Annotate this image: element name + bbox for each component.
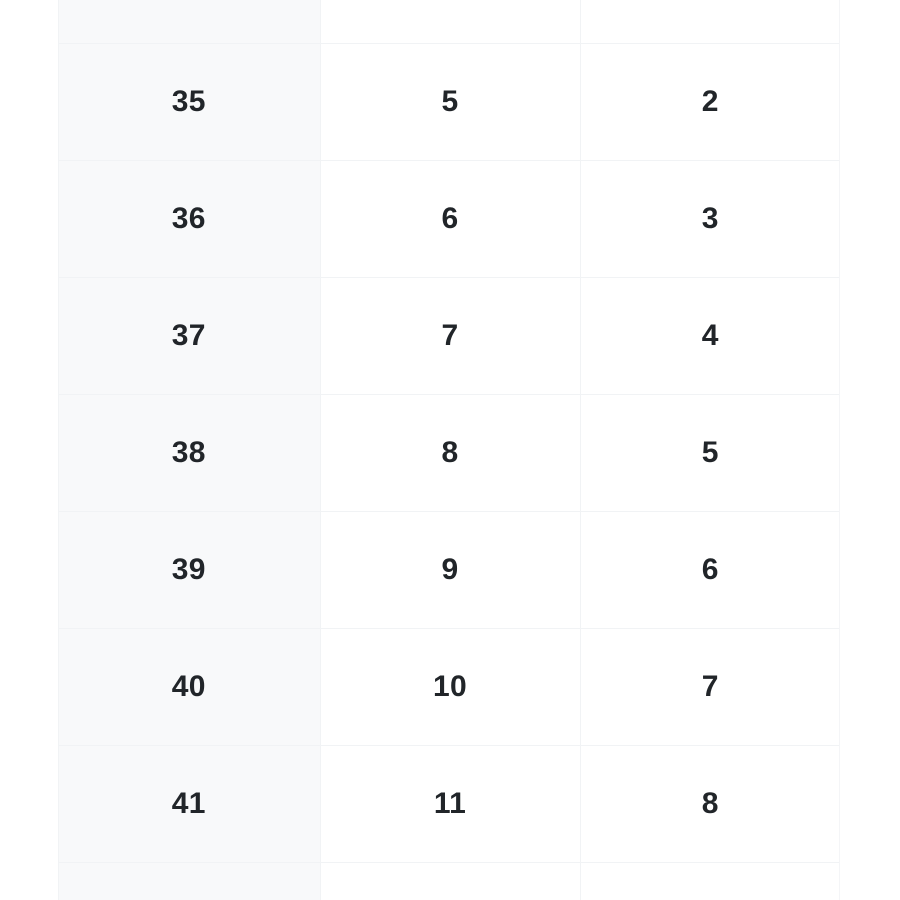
row-value-b-cell: 8 (580, 745, 840, 863)
row-index-cell (58, 862, 321, 900)
table-row[interactable]: 35 5 2 (58, 43, 840, 161)
table-row-partial-top[interactable] (58, 0, 840, 44)
row-value-a-cell: 8 (320, 394, 581, 512)
row-index-cell: 35 (58, 43, 321, 161)
data-table-body: 35 5 2 36 6 3 37 7 4 38 8 5 (58, 0, 840, 900)
row-index-cell: 40 (58, 628, 321, 746)
left-gutter (0, 0, 58, 900)
table-row-partial-bottom[interactable] (58, 862, 840, 900)
row-value-a-cell (320, 0, 581, 44)
table-right-border (839, 0, 840, 900)
row-index-cell: 39 (58, 511, 321, 629)
row-index-cell: 41 (58, 745, 321, 863)
table-row[interactable]: 38 8 5 (58, 394, 840, 512)
table-row[interactable]: 40 10 7 (58, 628, 840, 746)
table-left-border (58, 0, 59, 900)
row-value-b-cell: 3 (580, 160, 840, 278)
row-value-b-cell (580, 862, 840, 900)
row-value-a-cell: 9 (320, 511, 581, 629)
row-value-a-cell: 5 (320, 43, 581, 161)
row-index-cell: 38 (58, 394, 321, 512)
row-value-a-cell: 10 (320, 628, 581, 746)
row-value-b-cell: 4 (580, 277, 840, 395)
row-value-a-cell: 11 (320, 745, 581, 863)
row-value-b-cell: 7 (580, 628, 840, 746)
table-row[interactable]: 41 11 8 (58, 745, 840, 863)
table-row[interactable]: 39 9 6 (58, 511, 840, 629)
row-index-cell (58, 0, 321, 44)
table-row[interactable]: 37 7 4 (58, 277, 840, 395)
data-table: 35 5 2 36 6 3 37 7 4 38 8 5 (58, 0, 840, 900)
table-row[interactable]: 36 6 3 (58, 160, 840, 278)
row-value-a-cell: 6 (320, 160, 581, 278)
row-value-b-cell (580, 0, 840, 44)
data-table-scroll-region[interactable]: 35 5 2 36 6 3 37 7 4 38 8 5 (58, 0, 840, 900)
row-value-b-cell: 2 (580, 43, 840, 161)
row-index-cell: 37 (58, 277, 321, 395)
right-gutter (840, 0, 900, 900)
row-value-b-cell: 6 (580, 511, 840, 629)
row-value-a-cell: 7 (320, 277, 581, 395)
row-value-b-cell: 5 (580, 394, 840, 512)
row-value-a-cell (320, 862, 581, 900)
row-index-cell: 36 (58, 160, 321, 278)
